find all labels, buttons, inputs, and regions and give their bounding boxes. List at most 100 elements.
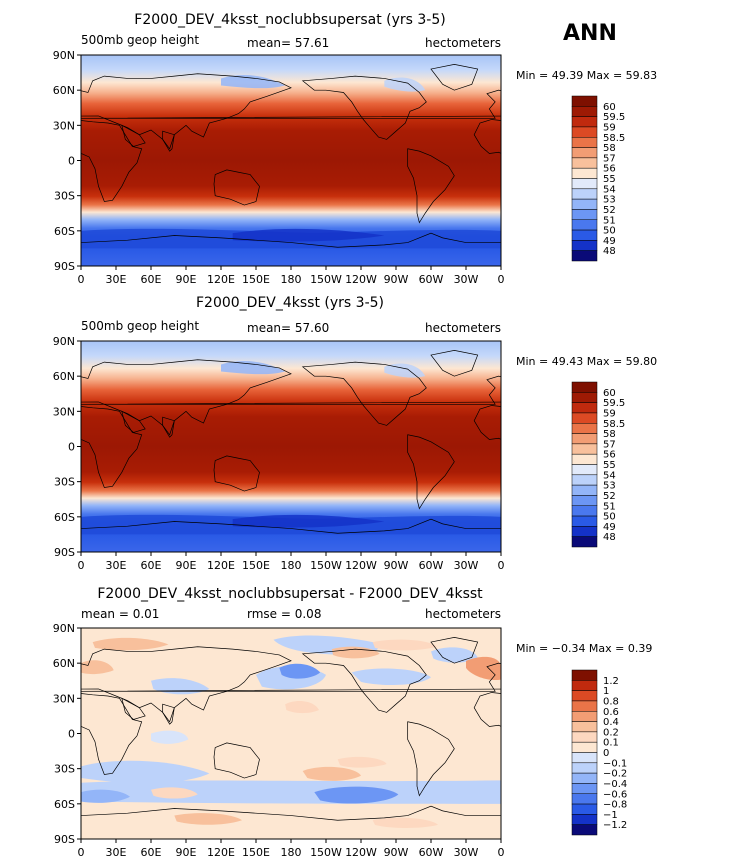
colorbar-box	[571, 752, 598, 764]
colorbar-box	[571, 453, 598, 465]
colorbar-box	[571, 772, 598, 784]
colorbar-label: 51	[603, 215, 616, 226]
colorbar-label: 55	[603, 460, 616, 471]
colorbar-box	[571, 700, 598, 712]
colorbar-box	[571, 106, 598, 117]
x-tick-label: 30W	[454, 559, 479, 572]
x-tick-label: 180	[281, 846, 302, 859]
colorbar-box	[571, 137, 598, 148]
panel-3-units: hectometers	[425, 607, 501, 621]
colorbar-box	[571, 209, 598, 220]
colorbar-box	[571, 412, 598, 424]
colorbar-box	[571, 680, 598, 691]
y-tick-label: 30N	[53, 405, 75, 418]
x-tick-label: 120W	[345, 846, 377, 859]
colorbar-box	[571, 741, 598, 753]
y-tick-label: 60S	[54, 798, 75, 811]
panel-3-title: F2000_DEV_4ksst_noclubbsupersat - F2000_…	[97, 586, 483, 602]
x-tick-label: 150E	[242, 273, 270, 286]
colorbar-label: 59.5	[603, 112, 625, 123]
colorbar-label: 58	[603, 429, 616, 440]
colorbar-label: 58	[603, 143, 616, 154]
colorbar-box	[571, 803, 598, 815]
panel-3-map	[0, 628, 711, 839]
y-tick-label: 30S	[54, 763, 75, 776]
colorbar-label: −0.8	[603, 800, 627, 811]
x-tick-label: 150W	[310, 846, 342, 859]
x-tick-label: 30E	[106, 559, 127, 572]
y-tick-label: 30S	[54, 476, 75, 489]
colorbar-label: 54	[603, 470, 616, 481]
colorbar-box	[571, 669, 598, 681]
panel-1-title: F2000_DEV_4ksst_noclubbsupersat (yrs 3-5…	[134, 12, 445, 28]
colorbar-label: −1.2	[603, 820, 627, 831]
colorbar-label: 0.2	[603, 727, 619, 738]
x-tick-label: 90E	[176, 846, 197, 859]
colorbar-box	[571, 250, 598, 262]
coastlines	[0, 64, 711, 247]
colorbar-box	[571, 126, 598, 138]
colorbar-label: 50	[603, 512, 616, 523]
y-tick-label: 90N	[53, 622, 75, 635]
x-tick-label: 60E	[141, 273, 162, 286]
colorbar-label: 57	[603, 439, 616, 450]
panel-3-minmax: Min = −0.34 Max = 0.39	[516, 642, 652, 655]
x-tick-label: 60W	[419, 273, 444, 286]
panel-2-mean: mean= 57.60	[247, 321, 329, 335]
x-tick-label: 120E	[207, 273, 235, 286]
panel-3-colorbar: 1.210.80.60.40.20.10−0.1−0.2−0.4−0.6−0.8…	[571, 669, 627, 836]
colorbar-label: −0.4	[603, 779, 627, 790]
x-tick-label: 150W	[310, 559, 342, 572]
y-tick-label: 90S	[54, 260, 75, 273]
x-tick-label: 120W	[345, 559, 377, 572]
colorbar-box	[571, 392, 598, 403]
colorbar-label: 58.5	[603, 419, 625, 430]
colorbar-label: 59	[603, 122, 616, 133]
y-tick-label: 30N	[53, 119, 75, 132]
panel-3-rmse: rmse = 0.08	[247, 607, 321, 621]
colorbar-label: 57	[603, 153, 616, 164]
colorbar-box	[571, 484, 598, 496]
colorbar-box	[571, 178, 598, 190]
colorbar-box	[571, 402, 598, 414]
panel-2-minmax: Min = 49.43 Max = 59.80	[516, 355, 657, 368]
colorbar-label: 50	[603, 226, 616, 237]
colorbar-box	[571, 731, 598, 743]
y-tick-label: 30N	[53, 692, 75, 705]
colorbar-box	[571, 505, 598, 517]
colorbar-box	[571, 219, 598, 231]
y-tick-label: 0	[68, 728, 75, 741]
colorbar-label: 60	[603, 102, 616, 113]
panel-2-units: hectometers	[425, 321, 501, 335]
colorbar-label: 0.8	[603, 696, 619, 707]
colorbar-box	[571, 762, 598, 774]
colorbar-box	[571, 433, 598, 445]
colorbar-label: −1	[603, 810, 618, 821]
colorbar-box	[571, 95, 598, 107]
colorbar-label: −0.1	[603, 758, 627, 769]
colorbar-box	[571, 690, 598, 702]
x-tick-label: 0	[498, 273, 505, 286]
colorbar-label: 53	[603, 195, 616, 206]
x-tick-label: 30W	[454, 273, 479, 286]
x-tick-label: 60W	[419, 559, 444, 572]
x-tick-label: 0	[498, 846, 505, 859]
y-tick-label: 30S	[54, 190, 75, 203]
colorbar-label: 0.6	[603, 707, 619, 718]
colorbar-box	[571, 464, 598, 476]
colorbar-label: 48	[603, 246, 616, 257]
colorbar-box	[571, 474, 598, 486]
colorbar-label: 59.5	[603, 398, 625, 409]
y-tick-label: 60N	[53, 370, 75, 383]
colorbar-label: 0	[603, 748, 609, 759]
y-tick-label: 0	[68, 155, 75, 168]
colorbar-box	[571, 443, 598, 455]
y-tick-label: 60S	[54, 511, 75, 524]
x-tick-label: 30E	[106, 846, 127, 859]
colorbar-box	[571, 814, 598, 825]
colorbar-box	[571, 157, 598, 169]
coastlines	[0, 637, 711, 820]
x-tick-label: 120E	[207, 559, 235, 572]
x-tick-label: 0	[498, 559, 505, 572]
x-tick-label: 90W	[384, 559, 409, 572]
